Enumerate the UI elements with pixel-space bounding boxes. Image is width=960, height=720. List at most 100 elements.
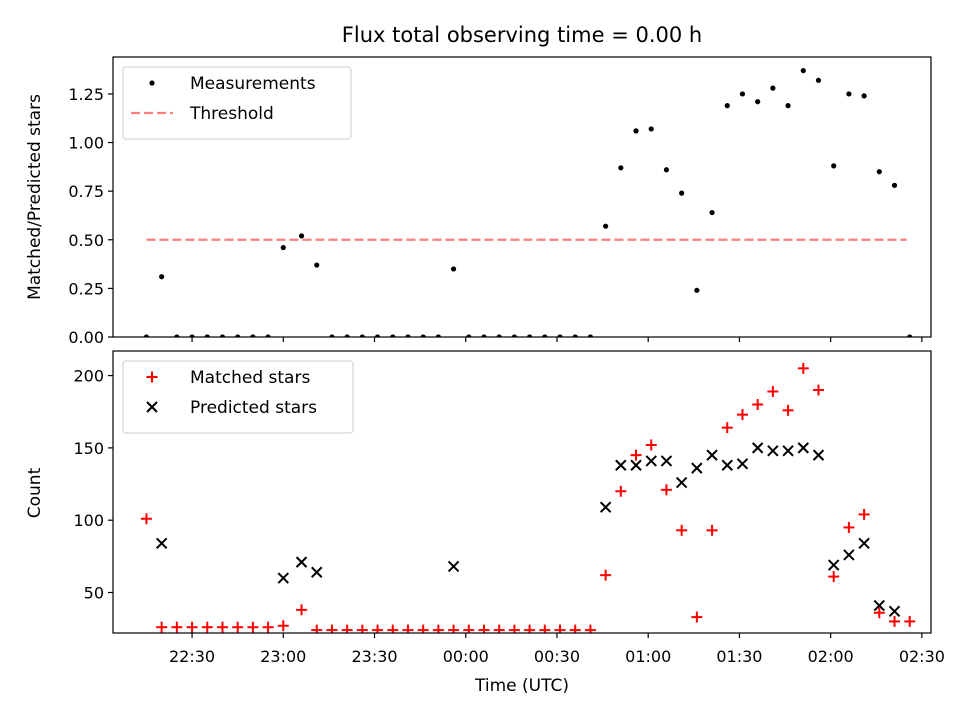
data-point	[630, 449, 642, 461]
data-point	[630, 459, 642, 471]
x-tick-label: 02:00	[808, 647, 854, 666]
data-point	[171, 621, 183, 633]
x-tick-label: 23:30	[351, 647, 397, 666]
data-point	[615, 459, 627, 471]
data-point	[542, 334, 548, 337]
data-point	[311, 566, 323, 578]
data-point	[751, 442, 764, 454]
data-point	[782, 445, 794, 457]
data-point	[660, 484, 672, 496]
data-point	[527, 334, 533, 337]
data-point	[262, 621, 274, 633]
legend-marker	[149, 80, 155, 86]
legend-box	[122, 360, 354, 434]
bottom-plot-panel: 50 100 150 200 22:30 23:00 23:30 00:00 00:30 01:0…	[73, 350, 945, 666]
plot-area	[140, 362, 916, 633]
data-point	[663, 167, 670, 173]
legend-marker	[146, 371, 158, 383]
data-point	[873, 599, 886, 612]
data-point	[159, 274, 165, 280]
data-point	[600, 569, 612, 581]
y-tick-label: 0.50	[68, 231, 104, 250]
data-point	[466, 334, 472, 337]
data-point	[767, 385, 779, 397]
data-point	[889, 615, 901, 627]
data-point	[372, 624, 384, 633]
data-point	[216, 621, 228, 633]
x-tick-label: 00:00	[443, 647, 489, 666]
data-point	[767, 445, 779, 457]
bottom-y-axis-label: Count	[25, 467, 45, 518]
data-point	[587, 334, 594, 337]
y-tick-label: 50	[84, 584, 104, 603]
data-point	[186, 621, 198, 633]
data-point	[265, 334, 271, 337]
data-point	[660, 455, 673, 467]
data-point	[843, 549, 855, 561]
data-point	[478, 624, 490, 633]
data-point	[569, 624, 581, 633]
data-point	[679, 190, 685, 196]
data-point	[876, 169, 882, 175]
data-point	[524, 624, 536, 633]
data-point	[812, 384, 824, 396]
data-point	[797, 362, 809, 374]
data-point	[724, 103, 730, 109]
series-0	[143, 68, 913, 337]
data-point	[277, 620, 289, 632]
data-point	[432, 624, 444, 633]
data-point	[843, 521, 855, 533]
x-tick-label: 23:00	[260, 647, 306, 666]
data-point	[721, 459, 733, 471]
data-point	[554, 624, 566, 633]
y-tick-label: 1.25	[68, 85, 104, 104]
data-point	[390, 334, 396, 337]
x-tick-label: 01:30	[716, 647, 762, 666]
data-point	[296, 604, 308, 616]
series-1	[155, 442, 901, 618]
legend-label: Measurements	[190, 74, 316, 94]
legend-item: Matched stars	[146, 368, 310, 388]
data-point	[496, 334, 502, 337]
data-point	[770, 85, 776, 91]
data-point	[861, 93, 867, 99]
data-point	[676, 524, 688, 536]
y-tick-label: 0.75	[68, 182, 104, 201]
data-point	[828, 571, 840, 583]
data-point	[888, 605, 901, 618]
data-point	[618, 165, 624, 171]
data-point	[603, 223, 609, 229]
data-point	[736, 409, 748, 421]
data-point	[706, 524, 718, 536]
data-point	[298, 233, 305, 239]
x-tick-label: 22:30	[169, 647, 215, 666]
data-point	[204, 334, 210, 337]
data-point	[797, 442, 809, 454]
data-point	[633, 128, 639, 134]
data-point	[739, 91, 746, 97]
chart-title: Flux total observing time = 0.00 h	[342, 23, 702, 47]
data-point	[736, 458, 749, 470]
legend-label: Matched stars	[190, 368, 310, 388]
data-point	[511, 334, 517, 337]
data-point	[706, 449, 718, 461]
y-tick-label: 0.25	[68, 279, 104, 298]
data-point	[314, 262, 320, 268]
data-point	[858, 508, 870, 520]
data-point	[341, 624, 353, 633]
data-point	[557, 334, 563, 337]
data-point	[615, 485, 627, 497]
data-point	[691, 611, 703, 623]
data-point	[873, 607, 885, 619]
data-point	[232, 621, 244, 633]
data-point	[277, 572, 289, 584]
data-point	[140, 513, 152, 525]
data-point	[645, 455, 657, 467]
data-point	[155, 537, 168, 550]
data-point	[329, 334, 335, 337]
data-point	[219, 334, 226, 337]
data-point	[447, 560, 460, 573]
data-point	[417, 624, 429, 633]
data-point	[143, 334, 150, 337]
